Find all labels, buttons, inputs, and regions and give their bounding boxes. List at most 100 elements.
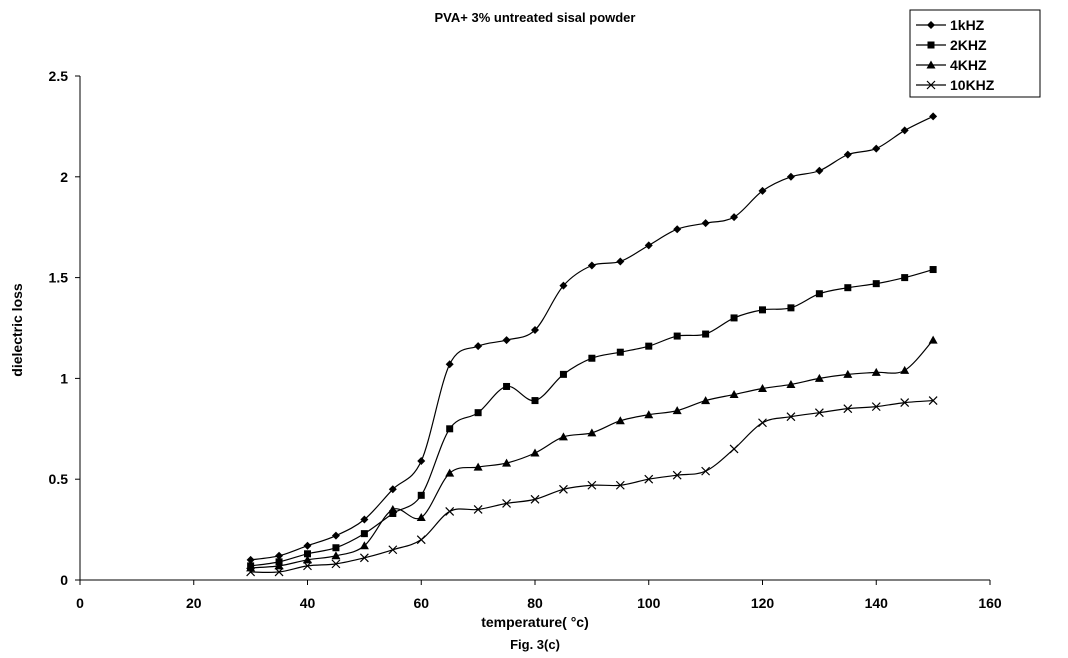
data-point [473,462,483,471]
series-4khz [246,335,938,572]
data-point [474,342,483,351]
data-point [388,504,398,513]
data-point [587,428,597,437]
figure-caption: Fig. 3(c) [510,637,560,652]
legend: 1kHZ 2KHZ 4KHZ 10KHZ [909,9,1041,98]
x-tick-label: 120 [751,595,775,611]
legend-entry: 2KHZ [916,37,987,53]
data-point [588,354,596,362]
y-axis-title: dielectric loss [9,283,25,377]
data-point [758,186,767,195]
data-point [359,541,369,550]
data-point [274,567,284,577]
data-point [616,257,625,266]
data-point [901,274,909,282]
x-tick-label: 0 [76,595,84,611]
data-point [786,379,796,388]
data-point [474,409,482,417]
data-point [900,398,910,408]
x-tick-label: 40 [300,595,316,611]
data-point [502,498,511,508]
data-point [843,150,852,159]
legend-label: 2KHZ [950,37,987,53]
y-tick-label: 2 [60,169,68,185]
data-point [729,390,739,399]
data-point [416,535,426,545]
data-point [730,314,738,322]
series-layer [246,112,938,577]
data-point [844,284,852,292]
data-point [843,404,853,414]
series-line [250,339,934,569]
data-point [871,402,881,412]
data-point [815,166,824,175]
data-point [786,172,795,181]
x-tick-label: 60 [413,595,429,611]
data-point [531,397,539,405]
legend-entry: 4KHZ [916,57,987,73]
data-point [530,494,540,504]
legend-marker [927,41,935,49]
data-point [787,304,795,312]
data-point [331,551,341,560]
data-point [730,213,739,222]
y-tick-label: 2.5 [49,68,69,84]
data-point [729,444,739,454]
data-point [473,505,483,514]
series-line [250,115,934,561]
data-point [559,484,568,494]
data-point [814,373,824,382]
data-point [359,553,369,563]
data-point [701,219,710,228]
legend-entry: 1kHZ [916,17,985,33]
y-tick-label: 0 [60,572,68,588]
chart-title: PVA+ 3% untreated sisal powder [435,10,636,25]
data-point [445,360,454,369]
data-point [445,507,455,516]
data-point [360,530,368,538]
x-tick-label: 20 [186,595,202,611]
data-point [332,544,340,552]
data-point [872,280,880,288]
data-point [360,515,369,524]
x-tick-label: 140 [865,595,889,611]
data-point [559,281,568,290]
data-point [304,550,311,558]
data-point [872,144,881,153]
data-point [900,365,910,374]
x-tick-label: 160 [978,595,1002,611]
data-point [331,559,341,569]
data-point [843,369,853,378]
data-point [672,406,682,415]
data-point [786,412,796,422]
data-point [558,432,568,441]
x-ticks: 0 20 40 60 80 100 120 140 160 [76,580,1002,611]
data-point [587,261,596,270]
data-point [446,425,454,433]
data-point [644,474,654,484]
data-point [303,561,312,571]
data-point [928,335,938,344]
data-point [274,561,284,570]
x-tick-label: 100 [637,595,661,611]
data-point [871,367,881,376]
data-point [900,126,909,135]
data-point [246,567,256,577]
legend-marker [926,60,936,69]
data-point [530,448,540,457]
x-axis-title: temperature( °c) [481,614,589,630]
y-tick-label: 1.5 [49,270,69,286]
data-point [531,326,539,335]
data-point [644,410,654,419]
data-point [928,396,938,406]
legend-label: 1kHZ [950,17,985,33]
legend-entry: 10KHZ [916,77,995,93]
data-point [303,541,312,550]
legend-label: 4KHZ [950,57,987,73]
data-point [275,551,284,560]
data-point [388,485,397,494]
data-point [417,457,426,466]
data-point [502,458,512,467]
data-point [929,266,937,274]
